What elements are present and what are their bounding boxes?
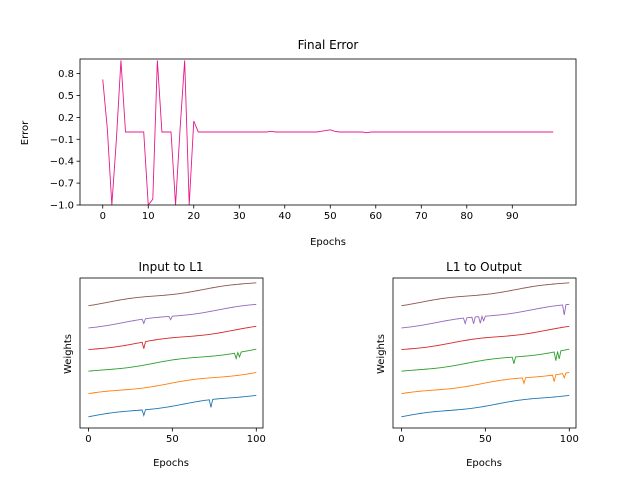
final-error-xtick-label: 10 (142, 211, 155, 222)
input-to-l1-title: Input to L1 (138, 260, 203, 274)
l1-to-output-xtick-label: 100 (560, 434, 579, 445)
l1-to-output-series-line-6 (401, 282, 570, 307)
l1-to-output-ylabel: Weights (376, 334, 387, 374)
final-error-ytick-label: −0.4 (50, 157, 74, 168)
final-error-ytick-label: −0.1 (50, 135, 74, 146)
l1-to-output-title: L1 to Output (446, 260, 522, 274)
final-error-xtick-label: 60 (369, 211, 382, 222)
final-error-chart: Final Error Epochs Error 0 10 20 30 40 50 60 70… (20, 38, 577, 248)
final-error-series-line-1 (102, 60, 554, 207)
final-error-ytick-label: 0.2 (58, 113, 74, 124)
final-error-xtick-label: 70 (415, 211, 428, 222)
input-to-l1-series-line-4 (88, 325, 257, 350)
final-error-xtick-label: 90 (506, 211, 519, 222)
final-error-ytick-label: 0.8 (58, 69, 74, 80)
l1-to-output-chart: L1 to Output Epochs Weights 0 50 100 (376, 260, 579, 469)
input-to-l1-xtick-label: 100 (247, 434, 266, 445)
input-to-l1-xlabel: Epochs (153, 458, 189, 469)
l1-to-output-series-line-1 (401, 394, 570, 418)
input-to-l1-xtick-label: 0 (85, 434, 91, 445)
l1-to-output-plot-frame (392, 277, 577, 429)
final-error-xtick-label: 30 (233, 211, 246, 222)
l1-to-output-xtick-label: 50 (479, 434, 492, 445)
final-error-xlabel: Epochs (310, 237, 346, 248)
input-to-l1-chart: Input to L1 Epochs Weights 0 50 100 (63, 260, 266, 469)
final-error-plot-frame (79, 58, 577, 206)
final-error-xtick-label: 80 (460, 211, 473, 222)
input-to-l1-series-line-2 (88, 371, 257, 395)
l1-to-output-series-line-4 (401, 325, 570, 350)
input-to-l1-xtick-label: 50 (166, 434, 179, 445)
input-to-l1-plot-frame (79, 277, 264, 429)
final-error-xtick-label: 50 (324, 211, 337, 222)
final-error-xtick-label: 20 (187, 211, 200, 222)
final-error-title: Final Error (298, 38, 359, 52)
input-to-l1-series-line-3 (88, 348, 257, 372)
l1-to-output-xtick-label: 0 (398, 434, 404, 445)
final-error-ytick-label: −1.0 (50, 201, 74, 212)
final-error-ylabel: Error (20, 120, 31, 145)
final-error-xtick-label: 0 (100, 211, 106, 222)
final-error-ytick-label: 0.5 (58, 91, 74, 102)
input-to-l1-series-line-1 (88, 394, 257, 418)
final-error-xtick-label: 40 (278, 211, 291, 222)
l1-to-output-xlabel: Epochs (466, 458, 502, 469)
l1-to-output-series-line-3 (401, 348, 570, 372)
input-to-l1-series-line-6 (88, 282, 257, 307)
l1-to-output-series-line-2 (401, 371, 570, 395)
input-to-l1-ylabel: Weights (63, 334, 74, 374)
l1-to-output-series-line-5 (401, 303, 570, 329)
input-to-l1-series-line-5 (88, 303, 257, 329)
final-error-ytick-label: −0.7 (50, 179, 74, 190)
